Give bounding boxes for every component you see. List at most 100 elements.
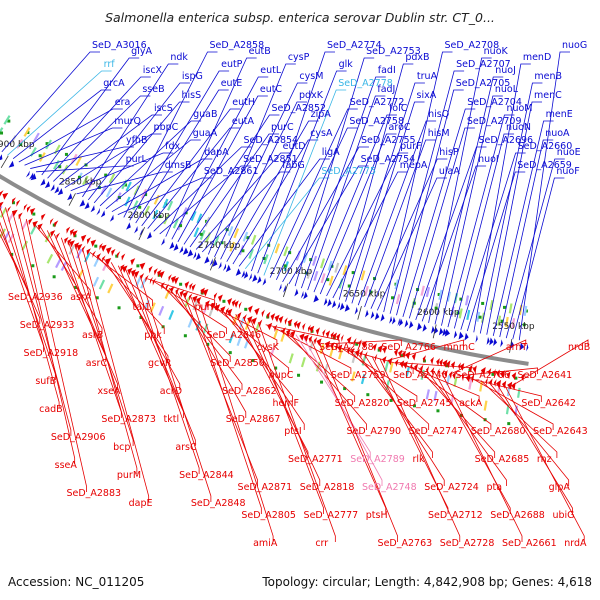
leader-line: [67, 241, 134, 446]
tick-mark: [357, 305, 362, 320]
leader-line: [273, 326, 352, 374]
gene-arrow: [346, 336, 352, 345]
gene-arrow: [472, 365, 477, 374]
gene-arrow: [485, 377, 488, 386]
gene-arrow: [16, 199, 21, 207]
leader-line: [300, 76, 386, 289]
feature-band: [248, 248, 254, 259]
gene-arrow: [252, 274, 258, 282]
gene-label: SeD_A2680: [471, 426, 526, 437]
gene-label: SeD_A2705: [456, 78, 511, 89]
gene-label: nuoN: [506, 122, 531, 133]
feature-dot: [52, 275, 56, 279]
gene-arrow: [0, 190, 4, 197]
leader-line: [110, 262, 181, 390]
gene-label: SeD_A2688: [490, 510, 545, 521]
leader-line: [183, 294, 258, 486]
gene-label: mnmC: [444, 342, 476, 353]
leader-line: [171, 76, 269, 240]
gene-arrow: [313, 337, 318, 345]
gene-arrow: [382, 345, 387, 354]
gene-label: mepA: [400, 160, 428, 171]
gene-arrow: [126, 222, 131, 230]
gene-label: eutE: [221, 78, 243, 89]
feature-dot: [309, 258, 313, 262]
leader-line: [348, 350, 430, 430]
gene-label: guaA: [193, 128, 218, 139]
leader-line: [32, 222, 91, 296]
feature-band: [32, 132, 40, 143]
gene-arrow: [189, 282, 193, 291]
gene-label: nuoK: [484, 46, 509, 57]
gene-label: aroC: [389, 122, 411, 133]
gene-label: menC: [534, 90, 562, 101]
leader-line: [139, 275, 212, 502]
gene-arrow: [109, 214, 114, 222]
feature-band: [98, 279, 106, 290]
gene-label: sufB: [35, 376, 56, 387]
gene-arrow: [374, 312, 380, 321]
feature-band: [124, 196, 131, 207]
feature-band: [338, 349, 343, 360]
gene-arrow: [361, 340, 367, 349]
gene-arrow: [300, 290, 304, 299]
gene-arrow: [257, 276, 262, 284]
feature-dot: [52, 223, 56, 227]
gene-arrow: [464, 332, 469, 341]
gene-arrow: [214, 304, 221, 312]
gene-arrow: [173, 277, 179, 285]
feature-band: [107, 283, 114, 294]
feature-dot: [31, 264, 35, 268]
feature-band: [23, 127, 31, 137]
gene-label: SeD_A2759: [331, 370, 386, 381]
gene-label: SeD_A2777: [304, 510, 359, 521]
gene-arrow: [278, 283, 282, 292]
gene-arrow: [354, 306, 358, 315]
gene-label: SeD_A2774: [327, 40, 382, 51]
gene-arrow: [28, 218, 33, 226]
tick-mark: [282, 283, 289, 298]
gene-label: cysM: [299, 71, 323, 82]
gene-arrow: [140, 273, 145, 281]
leader-line: [428, 57, 492, 323]
leader-line: [177, 95, 268, 243]
gene-label: nuoG: [562, 40, 587, 51]
leader-line: [505, 158, 565, 339]
gene-arrow: [184, 281, 190, 289]
feature-band: [313, 270, 319, 282]
leader-line: [402, 363, 480, 402]
feature-dot: [183, 334, 187, 338]
gene-arrow: [261, 309, 265, 318]
gene-label: SeD_A2790: [346, 426, 401, 437]
gene-arrow: [422, 355, 426, 363]
summary-text: Topology: circular; Length: 4,842,908 bp…: [261, 575, 592, 589]
leader-line: [89, 251, 153, 306]
leader-line: [486, 101, 543, 335]
gene-arrow: [344, 304, 350, 312]
feature-band: [269, 347, 275, 358]
gene-arrow: [493, 338, 498, 347]
leader-line: [41, 57, 140, 176]
gene-arrow: [446, 360, 451, 369]
leader-line: [303, 336, 383, 486]
feature-dot: [500, 319, 504, 323]
feature-band: [483, 400, 488, 411]
gene-arrow: [262, 277, 266, 286]
gene-label: SeD_A2706: [455, 370, 510, 381]
gene-arrow: [243, 271, 249, 279]
gene-label: hisM: [428, 128, 450, 139]
feature-band: [21, 220, 29, 230]
gene-label: grcA: [103, 78, 125, 89]
gene-label: nuoJ: [495, 65, 516, 76]
gene-arrow: [327, 298, 332, 307]
gene-label: SeD_A2708: [445, 40, 500, 51]
feature-band: [0, 208, 7, 218]
feature-band: [187, 317, 194, 328]
gene-arrow: [267, 322, 273, 331]
gene-label: SeD_A2906: [51, 432, 106, 443]
gene-arrow: [449, 370, 453, 379]
gene-label: sseA: [55, 460, 78, 471]
leader-line: [257, 322, 336, 542]
gene-arrow: [102, 255, 106, 263]
